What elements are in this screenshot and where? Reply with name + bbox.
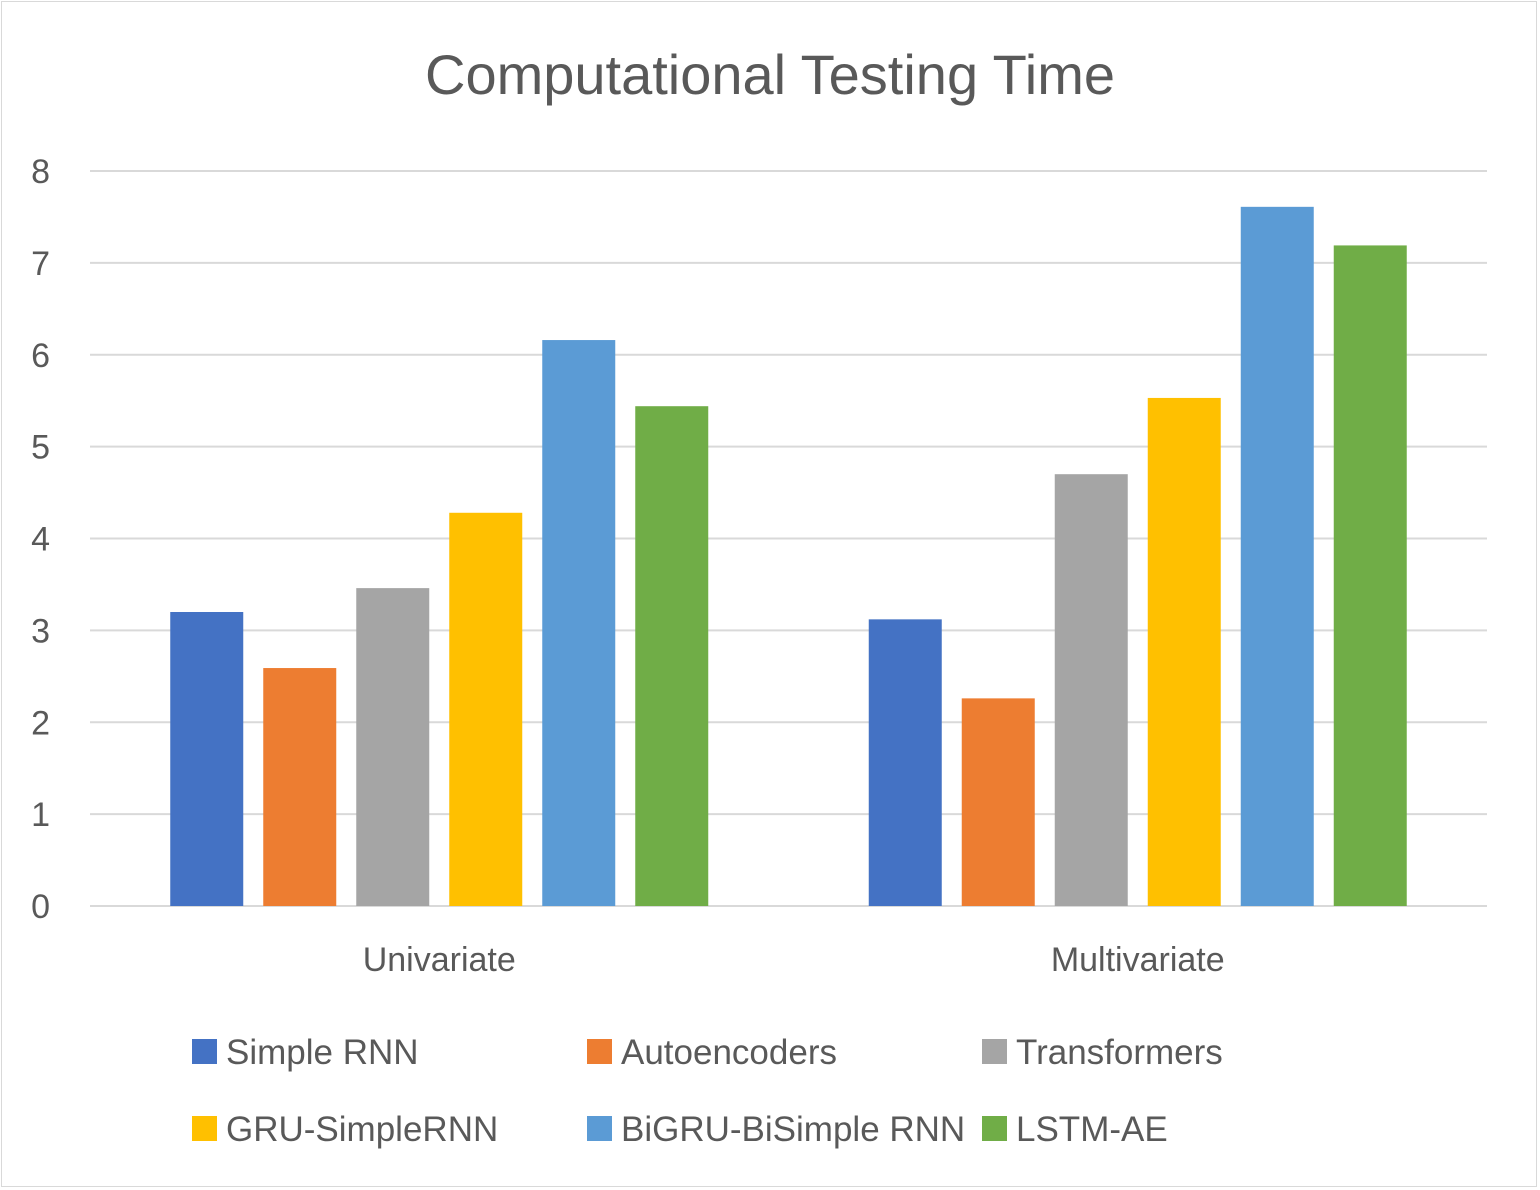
legend-swatch xyxy=(982,1039,1007,1064)
y-tick-label: 6 xyxy=(31,337,50,375)
chart-title: Computational Testing Time xyxy=(425,43,1115,106)
legend-label: Transformers xyxy=(1016,1033,1223,1072)
bar-transformers-multivariate xyxy=(1054,474,1128,906)
bar-simple-rnn-multivariate xyxy=(868,619,942,906)
bar-transformers-univariate xyxy=(356,588,430,906)
legend-swatch xyxy=(587,1039,612,1064)
legend-item: BiGRU-BiSimple RNN xyxy=(587,1110,965,1149)
legend-label: Simple RNN xyxy=(226,1033,419,1072)
bar-gru-simplernn-univariate xyxy=(449,512,523,906)
bar-bigru-bisimple-rnn-univariate xyxy=(542,340,616,906)
bar-lstm-ae-multivariate xyxy=(1333,245,1407,906)
category-label: Multivariate xyxy=(1051,941,1225,979)
y-tick-label: 5 xyxy=(31,429,50,467)
legend-swatch xyxy=(192,1039,217,1064)
legend-item: Transformers xyxy=(982,1033,1223,1072)
legend-label: Autoencoders xyxy=(621,1033,837,1072)
category-labels: Univariate Multivariate xyxy=(363,941,1225,979)
legend-item: Simple RNN xyxy=(192,1033,419,1072)
bar-simple-rnn-univariate xyxy=(170,612,244,906)
bar-gru-simplernn-multivariate xyxy=(1147,397,1221,906)
legend-label: GRU-SimpleRNN xyxy=(226,1110,498,1149)
bar-lstm-ae-univariate xyxy=(635,406,709,906)
legend-label: BiGRU-BiSimple RNN xyxy=(621,1110,965,1149)
y-tick-label: 1 xyxy=(31,796,50,834)
legend-swatch xyxy=(982,1116,1007,1141)
legend-swatch xyxy=(192,1116,217,1141)
bar-autoencoders-multivariate xyxy=(961,698,1035,906)
y-tick-label: 0 xyxy=(31,888,50,926)
legend: Simple RNN Autoencoders Transformers GRU-Si… xyxy=(192,1033,1223,1149)
bars xyxy=(170,206,1407,907)
bar-autoencoders-univariate xyxy=(263,668,337,906)
bar-bigru-bisimple-rnn-multivariate xyxy=(1240,206,1314,907)
y-tick-label: 8 xyxy=(31,153,50,191)
category-label: Univariate xyxy=(363,941,516,979)
y-axis-tick-labels: 0 1 2 3 4 5 6 7 8 xyxy=(31,153,50,926)
y-tick-label: 3 xyxy=(31,612,50,650)
y-tick-label: 4 xyxy=(31,521,50,559)
y-tick-label: 7 xyxy=(31,245,50,283)
y-tick-label: 2 xyxy=(31,704,50,742)
legend-item: GRU-SimpleRNN xyxy=(192,1110,498,1149)
legend-swatch xyxy=(587,1116,612,1141)
legend-item: Autoencoders xyxy=(587,1033,837,1072)
legend-label: LSTM-AE xyxy=(1016,1110,1168,1149)
legend-item: LSTM-AE xyxy=(982,1110,1168,1149)
